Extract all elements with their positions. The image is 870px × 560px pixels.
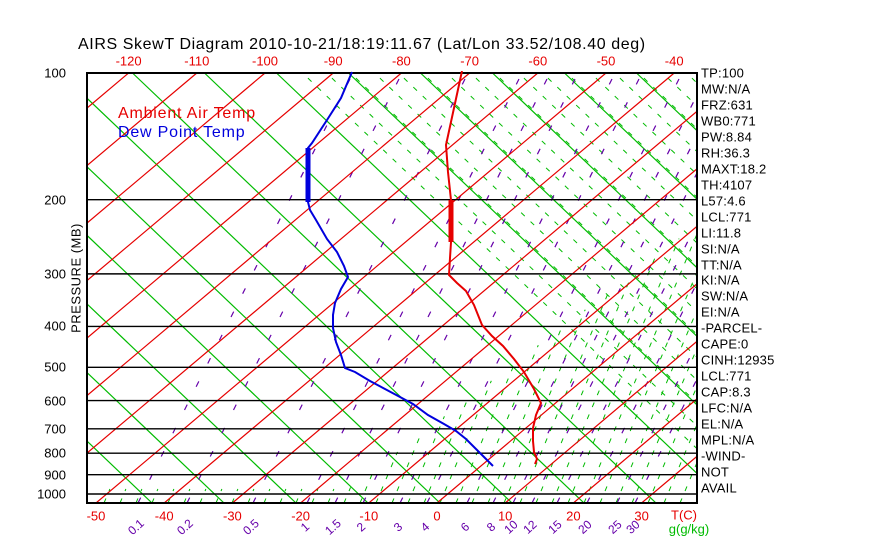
legend-air-temp: Ambient Air Temp (118, 105, 256, 122)
legend-dew-point: Dew Point Temp (118, 124, 246, 141)
top-axis-temp-label: -70 (460, 53, 479, 69)
stat-line: RH:36.3 (701, 145, 751, 161)
stat-line: LCL:771 (701, 209, 752, 225)
stat-line: LI:11.8 (701, 225, 742, 241)
stat-line: TT:N/A (701, 257, 742, 273)
pressure-tick-label: 500 (44, 359, 66, 375)
stat-line: PW:8.84 (701, 129, 753, 145)
pressure-tick-label: 300 (44, 266, 66, 282)
pressure-tick-label: 900 (44, 467, 66, 483)
stat-line: SW:N/A (701, 288, 749, 304)
stat-line: -WIND- (701, 448, 746, 464)
top-axis-temp-label: -60 (528, 53, 548, 69)
top-axis-temp-label: -120 (115, 53, 142, 69)
temp-unit-label: T(C) (671, 507, 697, 523)
top-axis-temp-label: -80 (391, 53, 411, 69)
ambient-air-temp-curve (444, 71, 543, 465)
stat-line: WB0:771 (701, 113, 756, 129)
page-title: AIRS SkewT Diagram 2010-10-21/18:19:11.6… (78, 36, 646, 53)
bottom-axis-temp-label: 30 (634, 508, 649, 524)
bottom-axis-temp-label: -50 (86, 508, 106, 524)
stat-line: MAXT:18.2 (701, 161, 767, 177)
bottom-axis-temp-label: -10 (359, 508, 379, 524)
stat-line: MPL:N/A (701, 432, 755, 448)
top-axis-temp-label: -90 (323, 53, 343, 69)
bottom-axis-temp-label: -30 (222, 508, 242, 524)
stat-line: SI:N/A (701, 241, 740, 257)
pressure-tick-label: 600 (44, 393, 66, 409)
stat-line: EL:N/A (701, 416, 744, 432)
stat-line: AVAIL (701, 480, 737, 496)
stat-line: MW:N/A (701, 81, 751, 97)
bottom-axis-temp-label: 20 (566, 508, 581, 524)
pressure-tick-label: 100 (44, 65, 66, 81)
pressure-axis-title: PRESSURE (MB) (68, 223, 84, 333)
pressure-tick-label: 700 (44, 421, 66, 437)
stat-line: EI:N/A (701, 304, 740, 320)
pressure-tick-label: 400 (44, 318, 66, 334)
top-axis-temp-label: -110 (184, 53, 210, 69)
top-axis-temp-label: -100 (251, 53, 279, 69)
bottom-axis-temp-label: -20 (291, 508, 310, 524)
stat-line: LCL:771 (701, 368, 752, 384)
bottom-axis-temp-label: 0 (433, 508, 441, 524)
bottom-axis-temp-label: -40 (154, 508, 174, 524)
top-axis-temp-label: -40 (664, 53, 684, 69)
stat-line: -PARCEL- (701, 320, 763, 336)
stat-line: TP:100 (701, 65, 745, 81)
bottom-axis-temp-label: 10 (497, 508, 513, 524)
stat-line: LFC:N/A (701, 400, 753, 416)
stat-line: CAPE:0 (701, 336, 749, 352)
stat-line: TH:4107 (701, 177, 753, 193)
stat-line: FRZ:631 (701, 97, 753, 113)
pressure-tick-label: 200 (44, 192, 66, 208)
stat-line: CAP:8.3 (701, 384, 751, 400)
pressure-tick-label: 800 (44, 445, 66, 461)
stat-line: KI:N/A (701, 272, 740, 288)
stat-line: CINH:12935 (701, 352, 775, 368)
pressure-tick-label: 1000 (37, 486, 66, 502)
stat-line: L57:4.6 (701, 193, 746, 209)
top-axis-temp-label: -50 (596, 53, 616, 69)
stat-line: NOT (701, 464, 730, 480)
mixing-unit-label: g(g/kg) (668, 521, 710, 537)
